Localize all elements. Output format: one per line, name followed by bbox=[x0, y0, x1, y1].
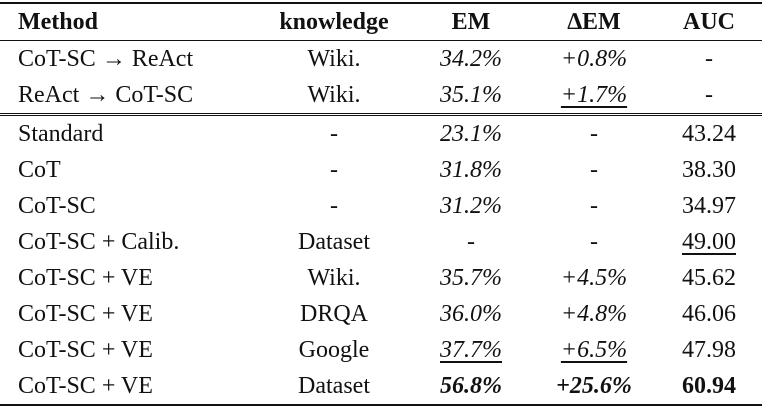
cell: CoT-SC → ReAct bbox=[18, 45, 194, 72]
cell: 23.1% bbox=[440, 120, 502, 147]
header-row: Method knowledge EM ∆EM AUC bbox=[0, 3, 762, 41]
cell: +4.5% bbox=[560, 264, 628, 291]
cell: 56.8% bbox=[440, 372, 502, 399]
cell: +6.5% bbox=[560, 336, 628, 363]
header-cell: Method bbox=[18, 8, 98, 35]
row: CoT-SC + Calib. Dataset - - 49.00 bbox=[0, 224, 762, 260]
cell: 38.30 bbox=[682, 156, 736, 183]
cell: Wiki. bbox=[307, 45, 361, 72]
cell: 37.7% bbox=[440, 336, 502, 363]
cell: CoT-SC + VE bbox=[18, 336, 153, 363]
cell: 31.8% bbox=[440, 156, 502, 183]
cell: 46.06 bbox=[682, 300, 736, 327]
cell: - bbox=[467, 228, 475, 255]
cell: - bbox=[590, 120, 598, 147]
cell: +4.8% bbox=[560, 300, 628, 327]
cell: CoT-SC + VE bbox=[18, 264, 153, 291]
cell: - bbox=[705, 45, 713, 72]
cell: - bbox=[330, 156, 338, 183]
cell: CoT-SC + Calib. bbox=[18, 228, 180, 255]
cell: +0.8% bbox=[560, 45, 628, 72]
row: ReAct → CoT-SC Wiki. 35.1% +1.7% - bbox=[0, 77, 762, 115]
cell: 31.2% bbox=[440, 192, 502, 219]
cell: - bbox=[590, 156, 598, 183]
cell: - bbox=[590, 192, 598, 219]
cell: ReAct → CoT-SC bbox=[18, 81, 194, 108]
cell: 47.98 bbox=[682, 336, 736, 363]
row: Standard - 23.1% - 43.24 bbox=[0, 114, 762, 153]
cell: 60.94 bbox=[682, 372, 736, 399]
cell: - bbox=[705, 81, 713, 108]
row: CoT-SC → ReAct Wiki. 34.2% +0.8% - bbox=[0, 41, 762, 78]
cell: 35.7% bbox=[440, 264, 502, 291]
table-header: Method knowledge EM ∆EM AUC bbox=[0, 3, 762, 41]
cell: Wiki. bbox=[307, 81, 361, 108]
row: CoT-SC + VE Dataset 56.8% +25.6% 60.94 bbox=[0, 368, 762, 405]
cell: 36.0% bbox=[440, 300, 502, 327]
cell: CoT bbox=[18, 156, 61, 183]
cell: Google bbox=[298, 336, 370, 363]
results-table: Method knowledge EM ∆EM AUC CoT-SC → ReA… bbox=[0, 2, 762, 406]
cell: Wiki. bbox=[307, 264, 361, 291]
cell: - bbox=[590, 228, 598, 255]
cell: 49.00 bbox=[682, 228, 736, 255]
cell: CoT-SC bbox=[18, 192, 96, 219]
table-body: CoT-SC → ReAct Wiki. 34.2% +0.8% - ReAct… bbox=[0, 41, 762, 405]
cell: +25.6% bbox=[556, 372, 632, 399]
cell: DRQA bbox=[299, 300, 368, 327]
cell: 34.97 bbox=[682, 192, 736, 219]
cell: Dataset bbox=[298, 372, 370, 399]
cell: CoT-SC + VE bbox=[18, 300, 153, 327]
row: CoT - 31.8% - 38.30 bbox=[0, 152, 762, 188]
header-cell: knowledge bbox=[279, 8, 389, 35]
row: CoT-SC + VE Google 37.7% +6.5% 47.98 bbox=[0, 332, 762, 368]
cell: Standard bbox=[18, 120, 104, 147]
cell: 34.2% bbox=[440, 45, 502, 72]
cell: - bbox=[330, 120, 338, 147]
cell: 35.1% bbox=[440, 81, 502, 108]
row: CoT-SC + VE DRQA 36.0% +4.8% 46.06 bbox=[0, 296, 762, 332]
cell: +1.7% bbox=[560, 81, 628, 108]
cell: 43.24 bbox=[682, 120, 736, 147]
cell: 45.62 bbox=[682, 264, 736, 291]
cell: - bbox=[330, 192, 338, 219]
header-cell: EM bbox=[451, 8, 491, 35]
row: CoT-SC - 31.2% - 34.97 bbox=[0, 188, 762, 224]
cell: CoT-SC + VE bbox=[18, 372, 153, 399]
cell: Dataset bbox=[298, 228, 370, 255]
header-cell: ∆EM bbox=[567, 8, 621, 35]
header-cell: AUC bbox=[683, 8, 735, 35]
row: CoT-SC + VE Wiki. 35.7% +4.5% 45.62 bbox=[0, 260, 762, 296]
